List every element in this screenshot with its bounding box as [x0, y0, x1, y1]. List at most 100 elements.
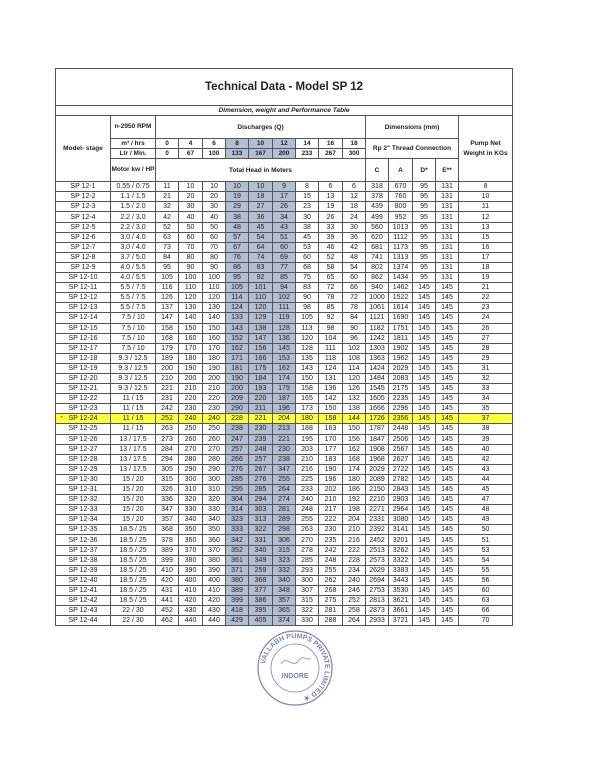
model-stage-cell: SP 12-5 [55, 221, 111, 233]
table-row: SP 12-25 11 / 15 263 250 250 238 230 213 188 163 1… [55, 423, 514, 435]
dim-c-cell: 2573 [365, 554, 389, 566]
head-8-cell: 29 [225, 201, 249, 213]
head-4-cell: 420 [178, 595, 203, 607]
table-row: SP 12-14 7.5 / 10 147 140 140 133 129 119 105 92 8… [55, 312, 514, 324]
motor-rating-cell: 15 / 20 [110, 494, 156, 506]
table-row: SP 12-23 11 / 15 242 230 230 290 211 196 173 150 1… [55, 403, 514, 415]
head-12-cell: 340 [272, 574, 296, 586]
dim-a-cell: 2627 [388, 453, 413, 465]
dim-c-cell: 862 [365, 272, 389, 284]
pump-weight-cell: 26 [457, 322, 514, 334]
dim-e-cell: 131 [435, 261, 459, 274]
dim-a-cell: 1751 [388, 322, 413, 334]
model-stage-cell: SP 12-29 [55, 463, 111, 475]
table-row: SP 12-17 7.5 / 10 179 170 170 162 156 145 128 111… [55, 342, 514, 354]
dim-e-cell: 145 [435, 383, 459, 395]
head-14-cell: 23 [295, 201, 319, 213]
motor-rating-cell: 11 / 15 [110, 403, 156, 415]
head-8-cell: 114 [225, 292, 249, 304]
motor-rating-cell: 18.5 / 25 [110, 584, 156, 597]
motor-rating-cell: 22 / 30 [110, 605, 156, 617]
head-16-cell: 163 [318, 423, 343, 435]
dim-d-cell: 145 [412, 362, 436, 374]
dim-e-cell: 145 [435, 403, 459, 415]
head-14-cell: 315 [295, 595, 319, 607]
head-4-cell: 280 [178, 453, 203, 465]
head-0-cell: 42 [155, 211, 179, 223]
head-6-cell: 320 [202, 494, 226, 506]
head-18-cell: 180 [342, 473, 366, 486]
dim-e-cell: 131 [435, 251, 459, 263]
dim-a-cell: 3383 [388, 564, 413, 576]
dim-d-cell: 95 [412, 191, 436, 203]
head-14-cell: 8 [295, 181, 319, 193]
head-6-cell: 340 [202, 514, 226, 526]
table-row: SP 12-31 15 / 20 326 310 310 295 285 264 233 202 1… [55, 483, 514, 496]
motor-rating-cell: 4.0 / 5.5 [110, 261, 156, 274]
model-stage-cell: SP 12-17 [55, 342, 111, 354]
head-8-cell: 352 [225, 544, 249, 556]
pump-weight-cell: 45 [457, 483, 514, 496]
head-10-cell: 331 [248, 534, 273, 546]
head-6-cell: 50 [202, 221, 226, 233]
head-8-cell: 371 [225, 564, 249, 576]
head-0-cell: 399 [155, 554, 179, 566]
dim-c-cell: 499 [365, 211, 389, 223]
table-row: SP 12-18 9.3 / 12.5 189 180 180 171 166 153 135 1… [55, 352, 514, 364]
head-16-cell: 26 [318, 211, 343, 223]
head-14-cell: 322 [295, 605, 319, 617]
dim-e-cell: 145 [435, 372, 459, 385]
dim-a-cell: 2843 [388, 483, 413, 496]
model-stage-cell: SP 12-19 [55, 362, 111, 374]
dim-c-header: C [365, 158, 389, 183]
head-6-cell: 150 [202, 322, 226, 334]
head-14-cell: 15 [295, 191, 319, 203]
head-8-cell: 304 [225, 494, 249, 506]
dim-a-cell: 1112 [388, 231, 413, 243]
dim-a-cell: 3621 [388, 595, 413, 607]
head-16-cell: 196 [318, 473, 343, 486]
dim-e-cell: 145 [435, 413, 459, 425]
head-16-cell: 85 [318, 302, 343, 314]
head-16-cell: 235 [318, 534, 343, 546]
head-8-cell: 209 [225, 393, 249, 405]
head-6-cell: 420 [202, 595, 226, 607]
head-14-cell: 240 [295, 494, 319, 506]
pump-weight-cell: 22 [457, 292, 514, 304]
head-4-cell: 120 [178, 292, 203, 304]
table-row: SP 12-43 22 / 30 452 430 430 418 395 365 322 281 2… [55, 605, 514, 617]
model-stage-cell: SP 12-39 [55, 564, 111, 576]
head-4-cell: 200 [178, 372, 203, 385]
head-8-cell: 152 [225, 332, 249, 344]
pump-weight-cell: 21 [457, 282, 514, 294]
head-4-cell: 140 [178, 312, 203, 324]
head-12-cell: 289 [272, 514, 296, 526]
dim-a-cell: 2567 [388, 443, 413, 455]
head-6-cell: 290 [202, 463, 226, 475]
head-12-cell: 9 [272, 181, 296, 193]
head-14-cell: 180 [295, 413, 319, 425]
dim-c-cell: 1061 [365, 302, 389, 314]
head-8-cell: 171 [225, 352, 249, 364]
dim-e-cell: 145 [435, 292, 459, 304]
head-18-cell: 114 [342, 362, 366, 374]
head-8-cell: 190 [225, 372, 249, 385]
head-12-cell: 119 [272, 312, 296, 324]
head-0-cell: 21 [155, 191, 179, 203]
head-10-cell: 259 [248, 564, 273, 576]
head-0-cell: 252 [155, 413, 179, 425]
dim-e-cell: 131 [435, 241, 459, 253]
dim-e-cell: 145 [435, 322, 459, 334]
motor-rating-cell: 18.5 / 25 [110, 595, 156, 607]
dim-d-cell: 95 [412, 241, 436, 253]
head-8-cell: 162 [225, 342, 249, 354]
head-6-cell: 260 [202, 433, 226, 445]
flow-ltr-value: 100 [202, 148, 226, 160]
motor-rating-cell: 11 / 15 [110, 393, 156, 405]
head-12-cell: 196 [272, 403, 296, 415]
dim-d-cell: 145 [412, 473, 436, 486]
model-stage-cell: SP 12-38 [55, 554, 111, 566]
head-8-cell: 95 [225, 272, 249, 284]
dim-e-cell: 145 [435, 615, 459, 627]
dim-c-cell: 1363 [365, 352, 389, 364]
